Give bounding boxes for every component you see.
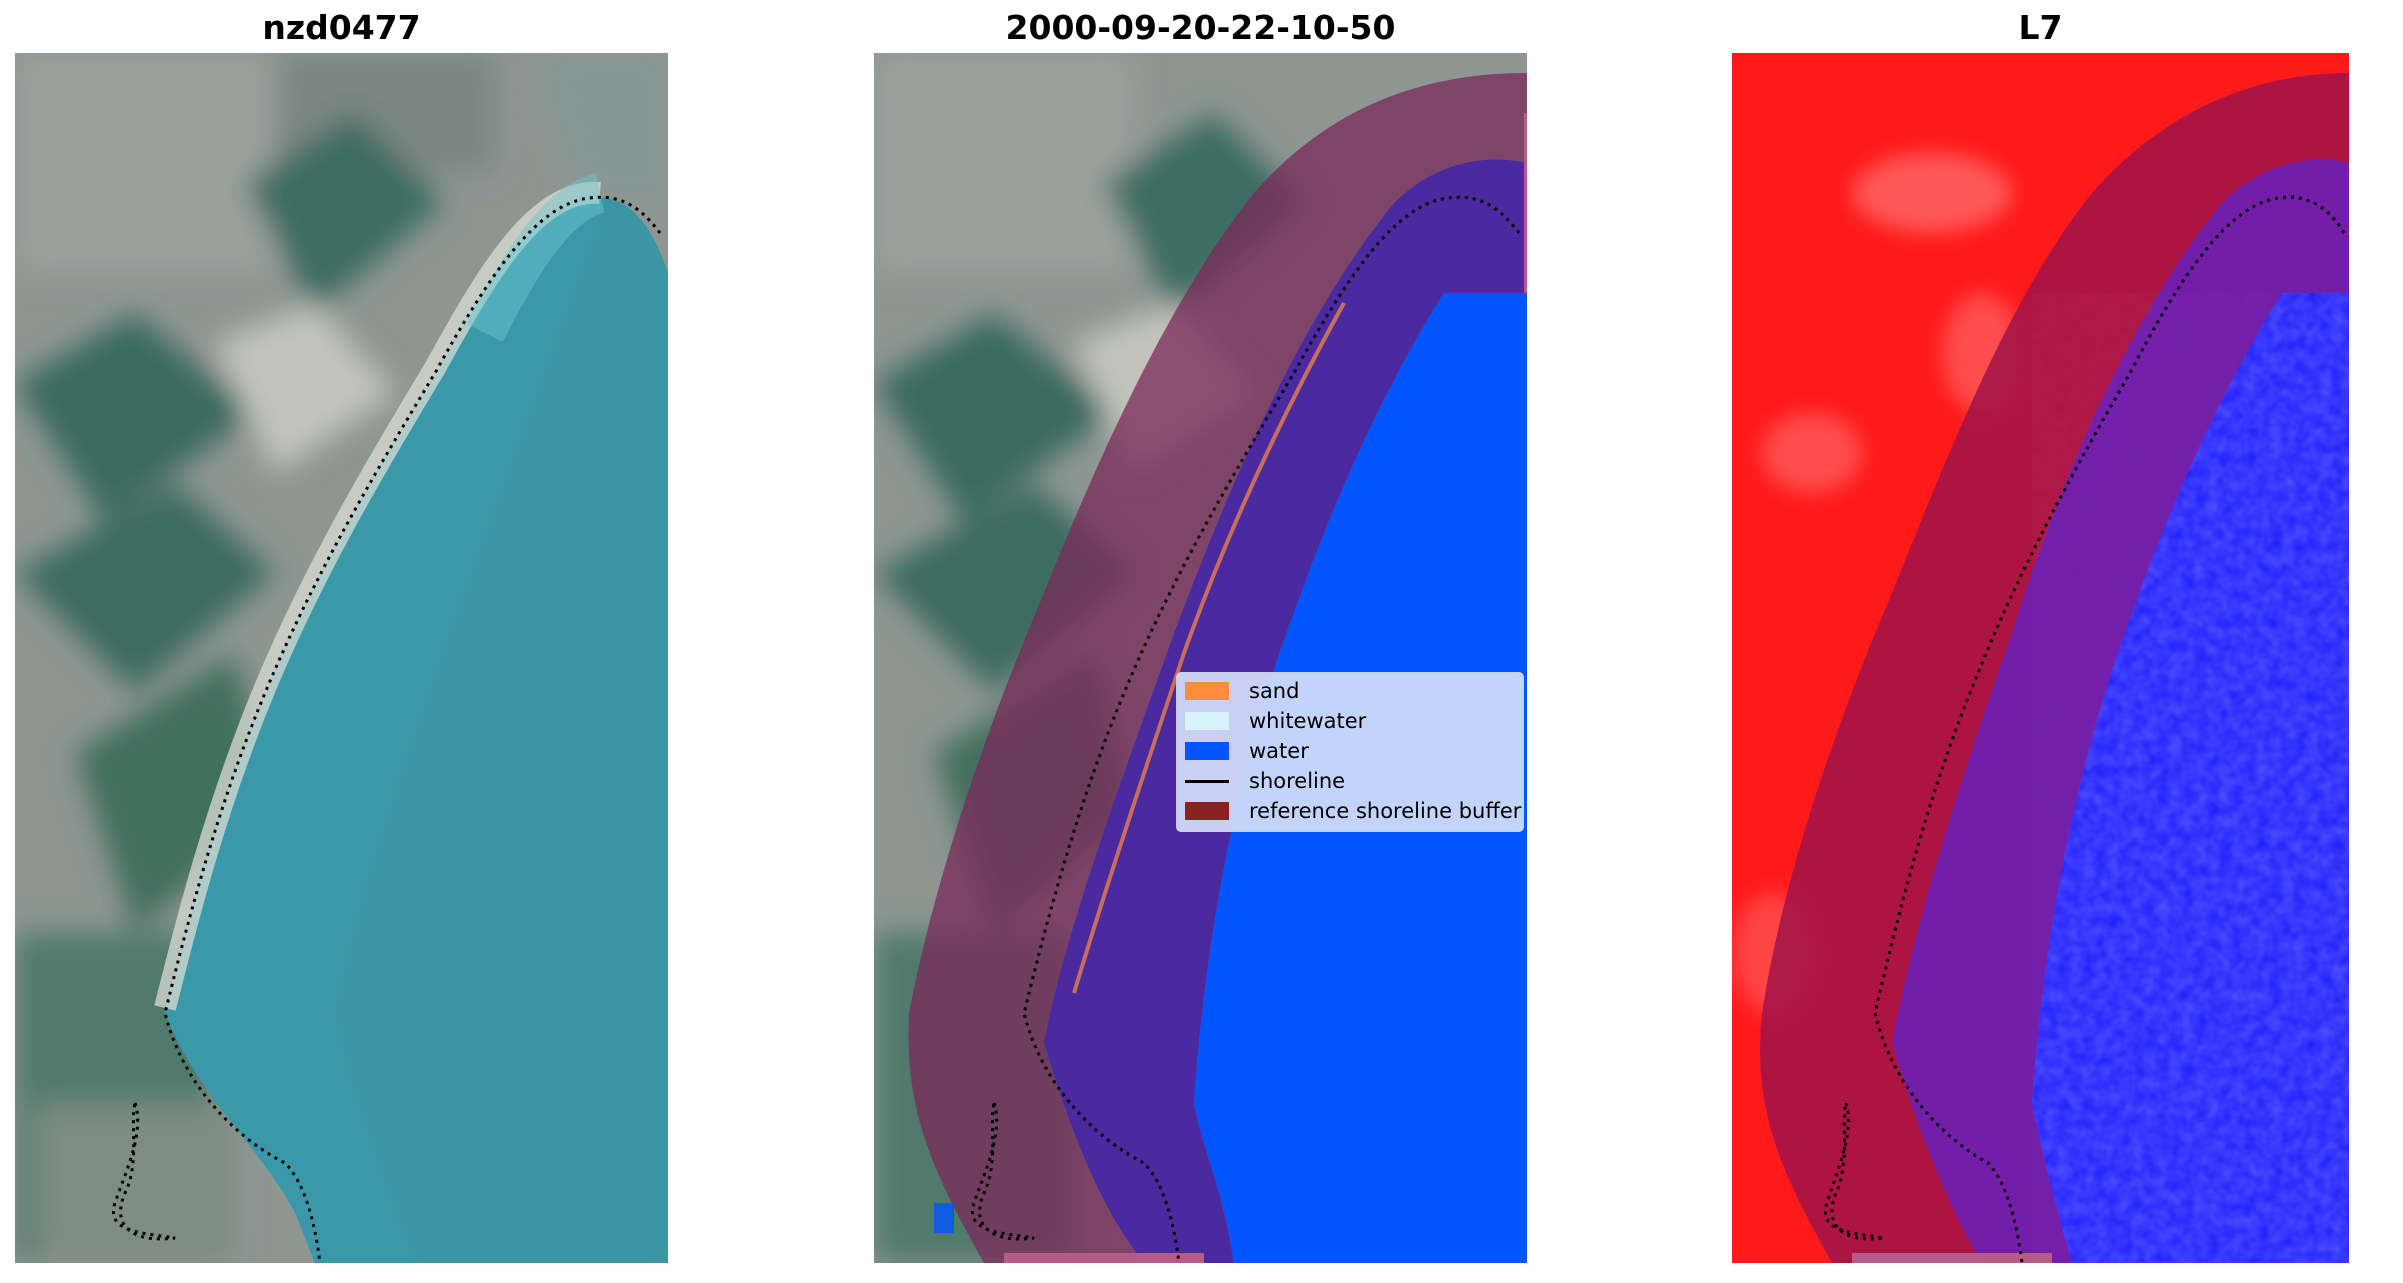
index-image — [1732, 53, 2349, 1263]
sand-swatch — [1185, 682, 1229, 700]
legend-label: reference shoreline buffer — [1249, 799, 1522, 823]
buffer-swatch — [1185, 802, 1229, 820]
legend-item-whitewater: whitewater — [1177, 709, 1366, 733]
whitewater-swatch — [1185, 712, 1229, 730]
panel-title-date: 2000-09-20-22-10-50 — [1005, 8, 1396, 47]
shoreline-swatch — [1185, 779, 1229, 783]
rgb-image — [15, 53, 668, 1263]
classification-image — [874, 53, 1527, 1263]
buffer-region — [908, 73, 1527, 1263]
legend-item-sand: sand — [1177, 679, 1299, 703]
water-swatch — [1185, 742, 1229, 760]
legend-item-shoreline: shoreline — [1177, 769, 1345, 793]
legend-item-water: water — [1177, 739, 1309, 763]
legend: sand whitewater water shoreline referenc… — [1176, 672, 1524, 832]
legend-label: water — [1249, 739, 1309, 763]
legend-label: whitewater — [1249, 709, 1367, 733]
legend-label: sand — [1249, 679, 1300, 703]
legend-label: shoreline — [1249, 769, 1346, 793]
shoreline-line — [163, 195, 662, 1263]
panel-title-site: nzd0477 — [262, 8, 421, 47]
panel-title-satellite: L7 — [2018, 8, 2063, 47]
legend-item-buffer: reference shoreline buffer — [1177, 799, 1521, 823]
